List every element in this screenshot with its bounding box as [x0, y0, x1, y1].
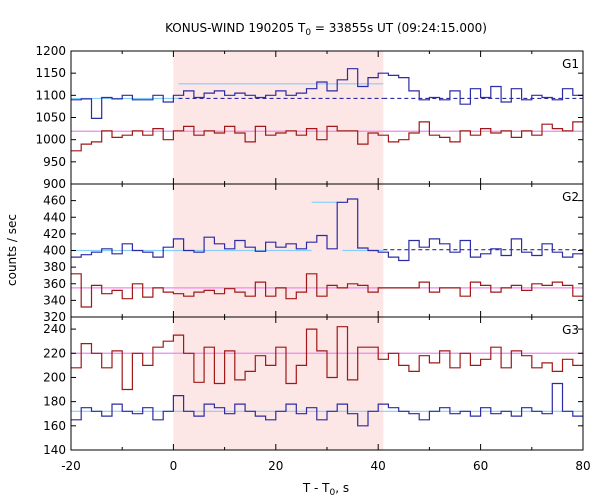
- y-tick-label: 140: [43, 443, 66, 457]
- y-tick-label: 1000: [35, 133, 66, 147]
- x-tick-label: 80: [575, 459, 590, 473]
- x-tick-label: 0: [170, 459, 178, 473]
- y-axis-label: counts / sec: [5, 214, 19, 286]
- low-series-line: [71, 326, 583, 391]
- low-series-line: [71, 273, 583, 308]
- y-tick-label: 200: [43, 370, 66, 384]
- high-series-line: [71, 198, 583, 262]
- y-tick-label: 400: [43, 244, 66, 258]
- y-tick-label: 380: [43, 260, 66, 274]
- panel-label: G2: [562, 190, 579, 204]
- y-tick-label: 320: [43, 310, 66, 324]
- x-tick-label: 20: [268, 459, 283, 473]
- panel-label: G3: [562, 323, 579, 337]
- y-tick-label: 360: [43, 277, 66, 291]
- y-tick-label: 1150: [35, 66, 66, 80]
- plot-area: 900 950 1000 1050 1100 1150 1200 G1 320 340 360 380…: [35, 44, 590, 473]
- y-tick-label: 440: [43, 210, 66, 224]
- panel-label: G1: [562, 57, 579, 71]
- high-series-line: [71, 68, 583, 119]
- x-tick-label: 60: [473, 459, 488, 473]
- x-tick-label: -20: [61, 459, 81, 473]
- y-tick-label: 180: [43, 395, 66, 409]
- y-tick-label: 950: [43, 155, 66, 169]
- y-tick-label: 220: [43, 346, 66, 360]
- low-series-line: [71, 121, 583, 152]
- y-tick-label: 1050: [35, 111, 66, 125]
- y-tick-label: 1200: [35, 44, 66, 58]
- y-tick-label: 340: [43, 293, 66, 307]
- panel-g3: 140 160 180 200 220 240 G3: [43, 316, 584, 457]
- x-axis-label: T - T0, s: [302, 481, 349, 498]
- y-tick-label: 420: [43, 227, 66, 241]
- y-tick-label: 460: [43, 194, 66, 208]
- chart-title: KONUS-WIND 190205 T0 = 33855s UT (09:24:…: [165, 21, 487, 38]
- y-tick-label: 240: [43, 322, 66, 336]
- y-tick-label: 160: [43, 419, 66, 433]
- panel-g2: 320 340 360 380 400 420 440 460 G2: [43, 183, 584, 324]
- x-tick-label: 40: [371, 459, 386, 473]
- high-series-line: [71, 382, 583, 427]
- y-tick-label: 900: [43, 177, 66, 191]
- y-tick-label: 1100: [35, 88, 66, 102]
